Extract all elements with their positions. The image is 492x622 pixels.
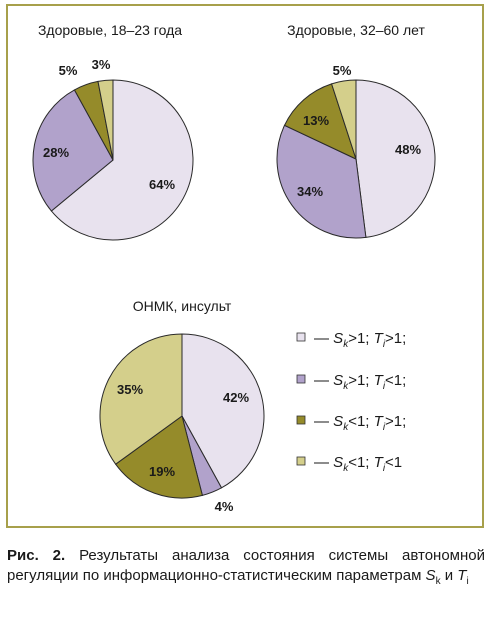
figure-caption: Рис. 2. Результаты анализа состояния сис… — [7, 546, 485, 587]
legend-swatch-4 — [296, 456, 306, 466]
pie2-label-5: 5% — [333, 63, 352, 78]
pie3-label-35: 35% — [117, 382, 143, 397]
legend-label-4: — Sk<1; Ti<1 — [314, 454, 402, 474]
pie-chart-stroke — [99, 333, 265, 499]
legend-swatch-1 — [296, 332, 306, 342]
legend-label-3: — Sk<1; Ti>1; — [314, 413, 406, 433]
caption-label: Рис. 2. — [7, 547, 66, 564]
pie3-title: ОНМК, инсульт — [133, 298, 232, 314]
legend-item-1: — Sk>1; Ti>1; — [296, 330, 406, 350]
pie1-slice-2 — [32, 89, 114, 212]
legend-item-4: — Sk<1; Ti<1 — [296, 454, 402, 474]
pie1-slice-1 — [50, 79, 194, 241]
caption-var-t: T — [457, 567, 467, 584]
pie-charts-figure: Здоровые, 18–23 года 64% 28% 5% 3% Здоро… — [32, 22, 436, 514]
pie2-slice-1 — [355, 79, 436, 238]
pie2-title: Здоровые, 32–60 лет — [287, 22, 425, 38]
legend-label-1: — Sk>1; Ti>1; — [314, 330, 406, 350]
caption-sub-i: i — [466, 576, 469, 587]
pie3-label-42: 42% — [223, 390, 249, 405]
pie2-label-13: 13% — [303, 113, 329, 128]
legend-item-3: — Sk<1; Ti>1; — [296, 413, 406, 433]
pie2-label-48: 48% — [395, 142, 421, 157]
pie3-label-4: 4% — [215, 499, 234, 514]
pie1-slice-4 — [97, 79, 114, 161]
caption-sub-k: k — [435, 576, 441, 587]
legend-swatch-2 — [296, 374, 306, 384]
pie3-label-19: 19% — [149, 464, 175, 479]
pie1-title: Здоровые, 18–23 года — [38, 22, 182, 38]
pie3-slice-4 — [99, 333, 183, 465]
pie1-label-64: 64% — [149, 177, 175, 192]
pie3-slice-1 — [181, 333, 265, 489]
caption-var-s: S — [425, 567, 436, 584]
caption-conj: и — [440, 567, 458, 584]
legend-label-2: — Sk>1; Ti<1; — [314, 372, 406, 392]
legend-swatch-3 — [296, 415, 306, 425]
caption-text: Результаты анализа состояния системы авт… — [7, 547, 485, 584]
pie2-slice-3 — [283, 83, 357, 160]
legend-item-2: — Sk>1; Ti<1; — [296, 372, 406, 392]
pie2-label-34: 34% — [297, 184, 323, 199]
pie3-slice-3 — [114, 415, 203, 499]
pie2-slice-4 — [330, 79, 357, 160]
figure-frame — [6, 4, 484, 528]
pie1-label-5: 5% — [59, 63, 78, 78]
pie1-label-3: 3% — [92, 57, 111, 72]
pie-chart-healthy-18-23 — [32, 79, 194, 241]
pie-chart-healthy-32-60 — [276, 79, 436, 239]
legend: — Sk>1; Ti>1; — Sk>1; Ti<1; — Sk<1; Ti>1… — [296, 330, 406, 474]
pie1-label-28: 28% — [43, 145, 69, 160]
